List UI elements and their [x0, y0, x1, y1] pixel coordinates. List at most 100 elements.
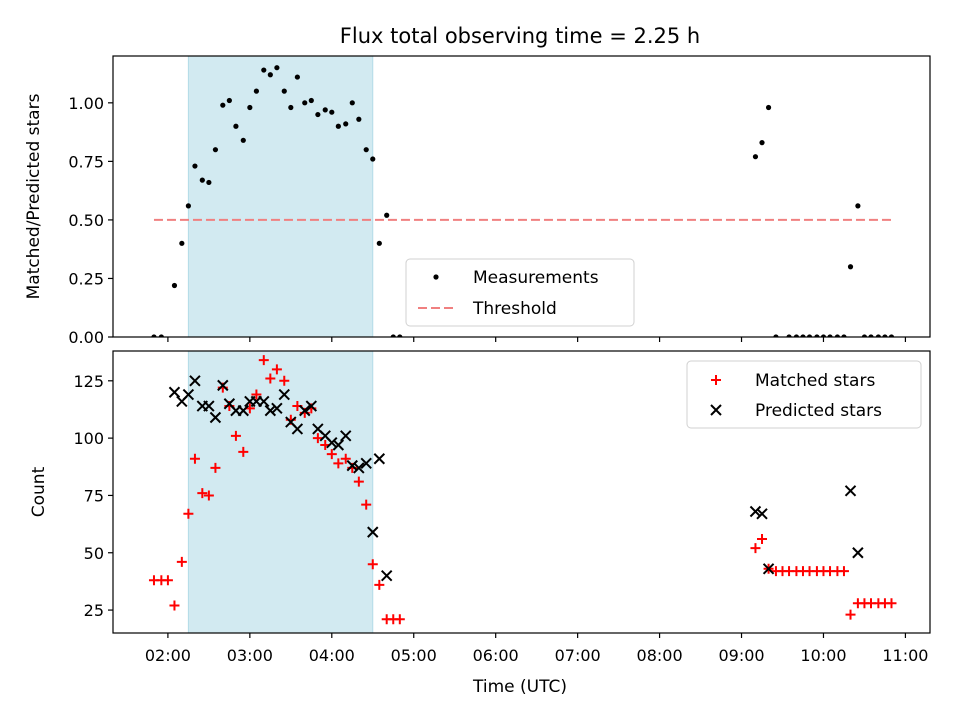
- x-tick-label: 10:00: [800, 646, 846, 665]
- measurement-point: [185, 203, 191, 209]
- measurement-point: [308, 97, 314, 104]
- y-tick-label-top: 0.25: [68, 269, 104, 288]
- measurement-point: [151, 334, 157, 337]
- matched-star-point: [238, 446, 249, 457]
- measurement-point: [349, 100, 355, 106]
- y-tick-label-top: 0.50: [68, 211, 104, 230]
- y-tick-label-bottom: 25: [84, 601, 104, 620]
- y-tick-label-bottom: 100: [73, 429, 104, 448]
- measurement-point: [335, 123, 341, 129]
- matched-star-point: [394, 614, 405, 625]
- measurement-point: [882, 334, 888, 337]
- measurement-point: [861, 334, 868, 337]
- matched-star-point: [203, 490, 214, 501]
- y-axis-label-bottom: Count: [29, 466, 49, 517]
- predicted-star-point: [182, 388, 195, 401]
- measurement-point: [220, 102, 226, 108]
- matched-star-point: [361, 499, 372, 510]
- measurement-point: [322, 107, 328, 113]
- measurement-point: [343, 121, 349, 127]
- measurement-point: [302, 100, 308, 106]
- predicted-star-point: [305, 400, 318, 412]
- measurement-point: [199, 177, 205, 183]
- predicted-star-point: [373, 453, 386, 465]
- legend-box-top: [405, 258, 635, 327]
- measurement-point: [390, 334, 396, 337]
- measurement-point: [192, 163, 198, 169]
- x-tick-label: 02:00: [145, 646, 191, 665]
- y-tick-label-bottom: 50: [84, 544, 104, 563]
- measurement-point: [888, 334, 895, 337]
- predicted-star-point: [360, 457, 372, 470]
- measurement-point: [253, 88, 260, 94]
- matched-star-point: [176, 556, 187, 567]
- measurement-point: [793, 334, 800, 337]
- matched-star-point: [258, 355, 269, 366]
- matched-star-point: [326, 449, 337, 460]
- measurement-point: [226, 97, 232, 104]
- matched-star-point: [271, 364, 282, 375]
- matched-star-point: [251, 389, 262, 400]
- predicted-star-point: [209, 411, 222, 424]
- matched-star-point: [838, 566, 849, 577]
- matched-star-point: [169, 600, 180, 611]
- matched-star-point: [312, 433, 323, 444]
- measurement-point: [212, 147, 219, 153]
- chart-title: Flux total observing time = 2.25 h: [340, 24, 700, 48]
- x-axis-label: Time (UTC): [472, 677, 567, 697]
- measurement-point: [827, 334, 833, 337]
- measurement-point: [274, 65, 280, 71]
- predicted-star-point: [189, 375, 201, 387]
- measurement-point: [868, 334, 874, 337]
- legend-marker-matched: [711, 375, 721, 385]
- predicted-star-point: [844, 485, 857, 497]
- measurement-point: [841, 334, 847, 337]
- measurement-point: [834, 334, 841, 337]
- legend-label-predicted: Predicted stars: [755, 401, 882, 421]
- x-tick-label: 08:00: [637, 646, 683, 665]
- observing-span-top: [187, 55, 374, 338]
- legend-marker-measurements: [433, 274, 439, 280]
- predicted-star-point: [756, 508, 768, 520]
- measurement-point: [855, 203, 861, 209]
- matched-star-point: [374, 579, 385, 590]
- measurement-point: [397, 334, 403, 337]
- y-axis-label-top: Matched/Predicted stars: [24, 93, 44, 299]
- measurement-point: [752, 154, 759, 160]
- predicted-star-point: [380, 569, 393, 582]
- predicted-star-point: [278, 388, 290, 401]
- matched-star-point: [367, 559, 378, 570]
- matched-star-point: [210, 462, 221, 473]
- matched-star-point: [353, 476, 364, 487]
- matched-star-point: [183, 508, 194, 519]
- measurement-point: [206, 179, 212, 186]
- plot-area-top: [151, 65, 895, 337]
- measurement-point: [773, 334, 779, 337]
- predicted-star-point: [346, 459, 358, 472]
- predicted-star-point: [299, 404, 311, 417]
- predicted-star-point: [271, 402, 283, 415]
- measurement-point: [329, 109, 335, 115]
- measurement-point: [315, 111, 321, 118]
- matched-star-point: [265, 373, 276, 384]
- legend-label-measurements: Measurements: [473, 268, 599, 288]
- y-tick-label-top: 0.00: [68, 328, 104, 347]
- predicted-star-point: [217, 379, 229, 392]
- measurement-point: [875, 334, 881, 337]
- plot-area-bottom: [148, 355, 897, 625]
- measurement-point: [179, 240, 185, 246]
- measurement-point: [814, 334, 820, 337]
- matched-star-point: [279, 375, 290, 386]
- x-tick-label: 03:00: [227, 646, 273, 665]
- x-tick-label: 09:00: [718, 646, 764, 665]
- x-tick-label: 07:00: [555, 646, 601, 665]
- y-tick-label-bottom: 125: [73, 372, 104, 391]
- legend-box-bottom: [686, 360, 922, 429]
- measurement-point: [800, 334, 806, 337]
- matched-star-point: [189, 453, 200, 464]
- measurement-point: [288, 104, 294, 111]
- predicted-star-point: [326, 436, 338, 449]
- predicted-star-point: [168, 386, 181, 398]
- legend-label-threshold: Threshold: [472, 299, 557, 319]
